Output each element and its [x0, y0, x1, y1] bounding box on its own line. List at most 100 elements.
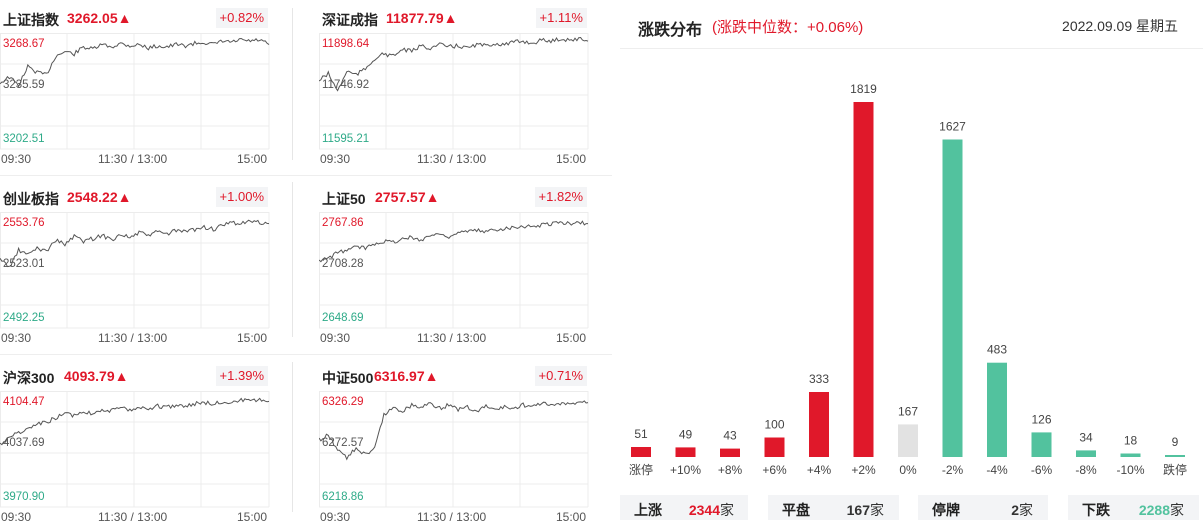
chart-grid — [0, 391, 270, 508]
index-panel[interactable]: 上证50 2757.57▲ +1.82% 2767.86 2708.28 2648.69 0… — [319, 179, 591, 347]
bar[interactable] — [987, 362, 1007, 457]
intraday-line-chart — [0, 391, 270, 508]
x-label-end: 15:00 — [237, 331, 268, 345]
summary-label: 上涨 — [634, 502, 662, 518]
bar[interactable] — [853, 102, 874, 457]
y-label-high: 6326.29 — [322, 396, 364, 408]
bar-value-label: 34 — [1079, 430, 1093, 444]
summary-count: 2 — [1011, 502, 1019, 518]
x-label-start: 09:30 — [1, 331, 32, 345]
category-label: 跌停 — [1163, 462, 1187, 477]
x-label-end: 15:00 — [237, 510, 268, 524]
y-label-low: 3970.90 — [3, 491, 45, 503]
price-line — [319, 400, 589, 461]
chart-grid — [319, 391, 589, 508]
summary-unit: 家 — [720, 502, 734, 518]
intraday-line-chart — [0, 33, 270, 150]
bar-value-label: 18 — [1124, 434, 1138, 448]
summary-value: 167家 — [847, 500, 884, 520]
bar[interactable] — [809, 392, 829, 457]
price-line — [319, 220, 588, 263]
category-label: -8% — [1075, 463, 1097, 477]
x-label-mid: 11:30 / 13:00 — [98, 331, 168, 345]
summary-unit: 家 — [1170, 502, 1184, 518]
price-line — [319, 36, 589, 92]
bar-value-label: 9 — [1172, 435, 1179, 449]
y-label-low: 11595.21 — [322, 133, 370, 145]
median-change: (涨跌中位数：+0.06%) — [712, 19, 864, 36]
index-value: 11877.79▲ — [386, 10, 458, 26]
bar[interactable] — [764, 437, 785, 458]
y-label-high: 2553.76 — [3, 217, 45, 229]
intraday-line-chart — [319, 33, 589, 150]
row-divider — [0, 354, 612, 355]
category-label: 涨停 — [629, 462, 653, 477]
bar[interactable] — [675, 447, 696, 457]
x-label-start: 09:30 — [320, 331, 351, 345]
x-label-end: 15:00 — [556, 331, 587, 345]
intraday-line-chart — [319, 391, 589, 508]
category-label: -10% — [1116, 463, 1144, 477]
chart-grid — [319, 212, 589, 329]
index-name: 沪深300 — [3, 370, 55, 386]
y-label-mid: 6272.57 — [322, 437, 364, 449]
category-label: 0% — [899, 463, 917, 477]
x-label-mid: 11:30 / 13:00 — [98, 510, 168, 524]
bar-value-label: 1627 — [939, 120, 966, 134]
index-panel[interactable]: 深证成指 11877.79▲ +1.11% 11898.64 11746.92 11595… — [319, 0, 591, 168]
bar[interactable] — [720, 448, 740, 457]
bar[interactable] — [942, 139, 963, 458]
y-label-high: 3268.67 — [3, 38, 45, 50]
intraday-line-chart — [319, 212, 589, 329]
bar[interactable] — [1120, 453, 1141, 458]
chart-grid — [319, 33, 589, 150]
category-label: -2% — [942, 463, 964, 477]
column-divider — [292, 8, 293, 160]
weekday-text: 星期五 — [1136, 18, 1178, 34]
summary-label: 下跌 — [1082, 502, 1110, 518]
x-label-start: 09:30 — [320, 510, 351, 524]
trade-date: 2022.09.09 星期五 — [1062, 16, 1178, 36]
bar[interactable] — [1076, 450, 1096, 457]
index-panel[interactable]: 创业板指 2548.22▲ +1.00% 2553.76 2523.01 2492.25 0… — [0, 179, 272, 347]
index-panel[interactable]: 上证指数 3262.05▲ +0.82% 3268.67 3235.59 3202.51 0… — [0, 0, 272, 168]
bar[interactable] — [1031, 432, 1052, 457]
category-label: +10% — [670, 463, 701, 477]
y-label-low: 6218.86 — [322, 491, 364, 503]
summary-value: 2288家 — [1139, 500, 1184, 520]
index-change-badge: +1.00% — [215, 187, 268, 207]
y-label-mid: 4037.69 — [3, 437, 45, 449]
summary-count: 167 — [846, 502, 870, 518]
chart-grid — [0, 212, 270, 329]
index-name: 上证50 — [322, 191, 366, 207]
y-label-mid: 2708.28 — [322, 258, 364, 270]
index-panel[interactable]: 沪深300 4093.79▲ +1.39% 4104.47 4037.69 3970.90… — [0, 358, 272, 526]
summary-label: 平盘 — [782, 502, 810, 518]
index-value: 3262.05▲ — [67, 10, 132, 26]
bar-value-label: 333 — [809, 372, 829, 386]
bar-value-label: 126 — [1031, 412, 1051, 426]
bar[interactable] — [1165, 455, 1185, 457]
summary-count: 2344 — [688, 502, 720, 518]
y-label-high: 4104.47 — [3, 396, 45, 408]
y-label-mid: 11746.92 — [322, 79, 370, 91]
y-label-low: 2648.69 — [322, 312, 364, 324]
index-value: 2548.22▲ — [67, 189, 132, 205]
price-line — [0, 219, 270, 268]
bar-value-label: 1819 — [850, 82, 877, 96]
index-name: 深证成指 — [322, 12, 378, 28]
bar[interactable] — [898, 424, 918, 457]
y-label-high: 11898.64 — [322, 38, 370, 50]
price-line — [0, 397, 270, 446]
category-label: +4% — [807, 463, 832, 477]
x-label-start: 09:30 — [1, 152, 32, 166]
summary-box: 上涨 2344家 — [620, 495, 748, 520]
summary-box: 下跌 2288家 — [1068, 495, 1199, 520]
bar[interactable] — [631, 447, 651, 457]
y-label-mid: 2523.01 — [3, 258, 45, 270]
price-line — [0, 37, 270, 88]
x-label-mid: 11:30 / 13:00 — [98, 152, 168, 166]
index-panel[interactable]: 中证500 6316.97▲ +0.71% 6326.29 6272.57 6218.86… — [319, 358, 591, 526]
index-name: 上证指数 — [3, 12, 59, 28]
y-label-mid: 3235.59 — [3, 79, 45, 91]
